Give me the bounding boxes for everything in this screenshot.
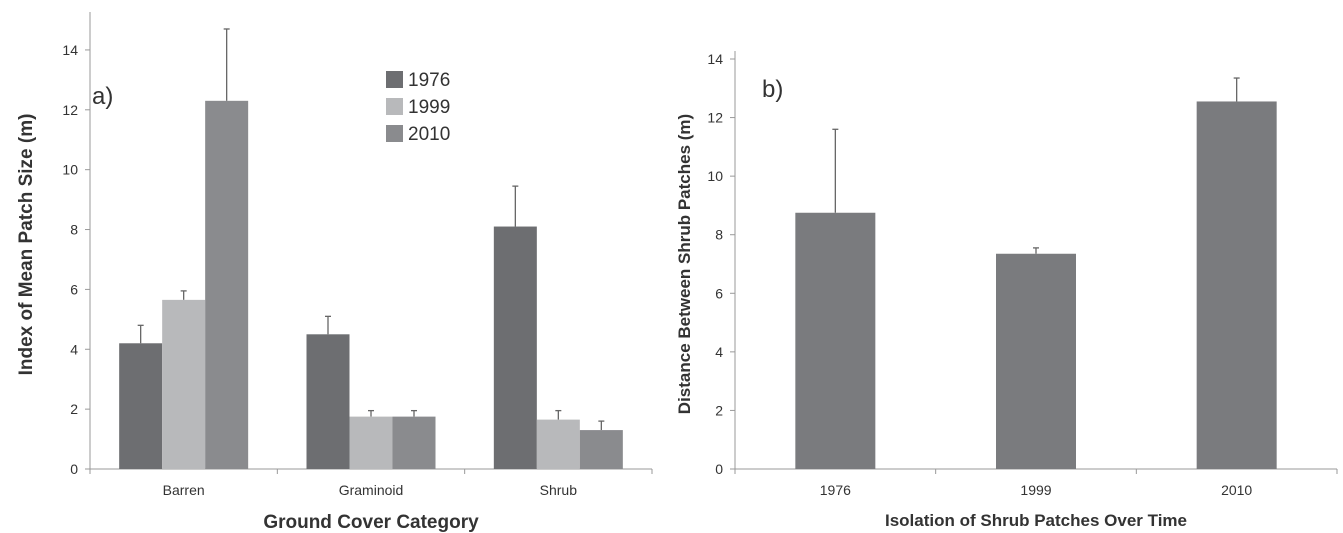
bar-shrub-1976 (493, 226, 537, 469)
y-tick-label: 12 (62, 102, 78, 118)
y-tick-label: 8 (70, 222, 78, 238)
bar-1999 (996, 253, 1076, 469)
x-axis-title: Isolation of Shrub Patches Over Time (885, 511, 1187, 530)
y-tick-label: 4 (70, 341, 78, 357)
y-tick-label: 0 (70, 461, 78, 477)
x-tick-label: Graminoid (339, 482, 404, 498)
y-tick-label: 6 (715, 285, 723, 301)
x-tick-label: 2010 (1221, 482, 1252, 498)
x-tick-label: 1999 (1020, 482, 1051, 498)
y-axis-title: Distance Between Shrub Patches (m) (675, 114, 694, 414)
y-tick-label: 6 (70, 281, 78, 297)
legend-swatch-1976 (386, 71, 403, 88)
y-tick-label: 10 (62, 162, 78, 178)
bar-graminoid-1976 (306, 334, 350, 469)
y-tick-label: 14 (62, 42, 78, 58)
panel-label: b) (762, 76, 783, 103)
bar-barren-2010 (205, 100, 249, 469)
panel-label: a) (92, 83, 113, 110)
y-tick-label: 12 (707, 110, 723, 126)
y-tick-label: 14 (707, 51, 723, 67)
legend-label-1976: 1976 (408, 70, 450, 91)
chart-panel-b: 0 2 4 6 8 10 12 14 1976 1999 2010 b) Isolation of Sh… (662, 0, 1343, 533)
bar-1976 (795, 212, 876, 469)
y-tick-label: 2 (715, 402, 723, 418)
x-tick-label: 1976 (820, 482, 851, 498)
bar-shrub-1999 (536, 419, 580, 469)
legend-label-2010: 2010 (408, 124, 450, 145)
legend-swatch-2010 (386, 125, 403, 142)
y-tick-label: 2 (70, 401, 78, 417)
x-tick-label: Barren (163, 482, 205, 498)
bar-shrub-2010 (579, 430, 623, 469)
y-tick-label: 4 (715, 344, 723, 360)
bar-2010 (1196, 101, 1277, 469)
legend-swatch-1999 (386, 98, 403, 115)
bar-graminoid-1999 (349, 416, 393, 469)
y-tick-label: 10 (707, 168, 723, 184)
y-axis-title: Index of Mean Patch Size (m) (16, 114, 37, 376)
x-axis-title: Ground Cover Category (263, 512, 479, 533)
bar-barren-1976 (119, 343, 163, 469)
legend-label-1999: 1999 (408, 97, 450, 118)
bar-graminoid-2010 (392, 416, 436, 469)
chart-a-svg: 0 2 4 6 8 10 12 14 Barren Graminoid Shrub 1976 1999 2… (16, 12, 653, 533)
y-tick-label: 0 (715, 461, 723, 477)
bar-barren-1999 (162, 299, 206, 469)
x-tick-label: Shrub (540, 482, 578, 498)
chart-b-svg: 0 2 4 6 8 10 12 14 1976 1999 2010 b) Isolation of Sh… (675, 51, 1338, 530)
y-tick-label: 8 (715, 227, 723, 243)
chart-panel-a: 0 2 4 6 8 10 12 14 Barren Graminoid Shrub 1976 1999 2… (0, 0, 660, 533)
